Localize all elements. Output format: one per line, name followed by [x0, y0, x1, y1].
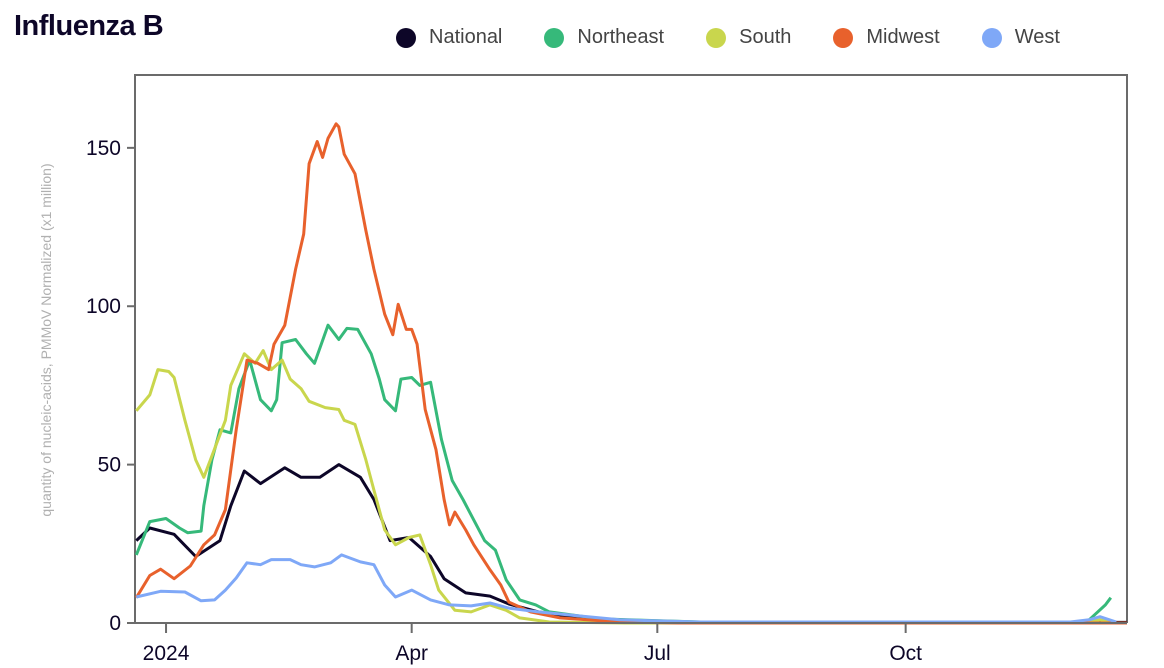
- x-tick-label: Jul: [644, 642, 671, 665]
- legend-item-south[interactable]: South: [706, 26, 791, 49]
- legend-label: Northeast: [577, 26, 665, 48]
- series-line-national: [135, 463, 1127, 624]
- legend-item-midwest[interactable]: Midwest: [833, 26, 940, 49]
- legend-item-northeast[interactable]: Northeast: [544, 26, 664, 49]
- legend-label: West: [1014, 26, 1060, 48]
- series-line-northeast: [134, 323, 1113, 624]
- series-line-midwest: [135, 122, 1127, 625]
- plot-frame: [134, 74, 1128, 623]
- y-tick-label: 100: [86, 295, 121, 318]
- chart-title: Influenza B: [14, 10, 164, 42]
- legend-dot-northeast: [544, 27, 565, 48]
- legend-label: South: [739, 26, 792, 48]
- legend-label: Midwest: [866, 26, 940, 48]
- x-tick-label: 2024: [143, 642, 190, 665]
- legend-item-national[interactable]: National: [396, 26, 502, 49]
- legend-item-west[interactable]: West: [981, 26, 1060, 49]
- x-tick-label: Apr: [395, 642, 428, 665]
- legend: National Northeast South Midwest West: [396, 26, 1060, 49]
- series-line-west: [135, 553, 1117, 624]
- y-tick-label: 0: [109, 612, 121, 635]
- legend-dot-midwest: [833, 27, 854, 48]
- legend-label: National: [429, 26, 503, 48]
- x-tick-label: Oct: [889, 642, 922, 665]
- y-tick-label: 50: [98, 454, 121, 477]
- y-tick-label: 150: [86, 137, 121, 160]
- series-line-south: [135, 349, 1112, 625]
- legend-dot-west: [981, 27, 1002, 48]
- legend-dot-national: [396, 27, 416, 48]
- legend-dot-south: [706, 27, 727, 48]
